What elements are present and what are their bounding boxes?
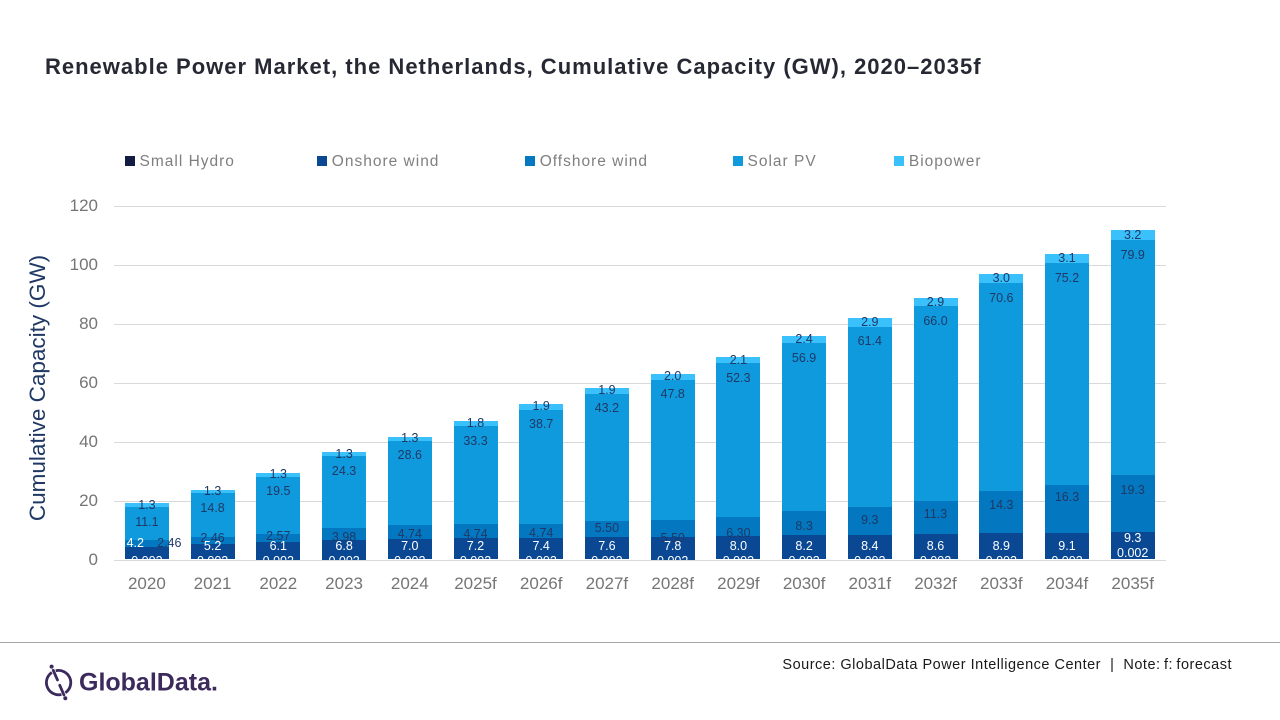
svg-text:GlobalData.: GlobalData. — [79, 669, 218, 697]
